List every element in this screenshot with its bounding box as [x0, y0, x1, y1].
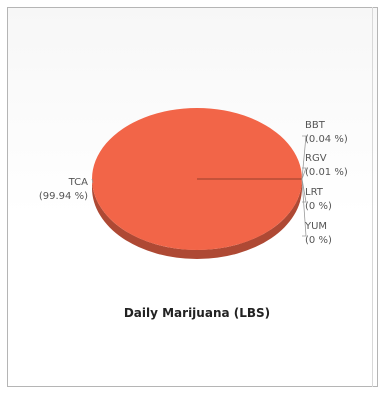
- pie-group: [92, 107, 302, 259]
- slice-value-rgv: (0.01 %): [305, 167, 348, 178]
- slice-label-bbt: BBT: [305, 120, 326, 131]
- slice-label-rgv: RGV: [305, 153, 327, 164]
- slice-value-tca: (99.94 %): [39, 191, 88, 202]
- leader-line-tca: [91, 178, 94, 184]
- chart-title: Daily Marijuana (LBS): [124, 306, 270, 320]
- slice-label-yum: YUM: [304, 221, 327, 232]
- slice-value-yum: (0 %): [305, 235, 332, 246]
- leader-line-rgv: [301, 167, 307, 180]
- frame-edge: [372, 7, 373, 387]
- leader-line-yum: [301, 178, 307, 237]
- slice-label-lrt: LRT: [305, 187, 324, 198]
- slice-value-bbt: (0.04 %): [305, 134, 348, 145]
- leader-line-bbt: [301, 135, 307, 180]
- slice-value-lrt: (0 %): [305, 201, 332, 212]
- slice-label-tca: TCA: [68, 177, 89, 188]
- leader-lines: [91, 135, 307, 237]
